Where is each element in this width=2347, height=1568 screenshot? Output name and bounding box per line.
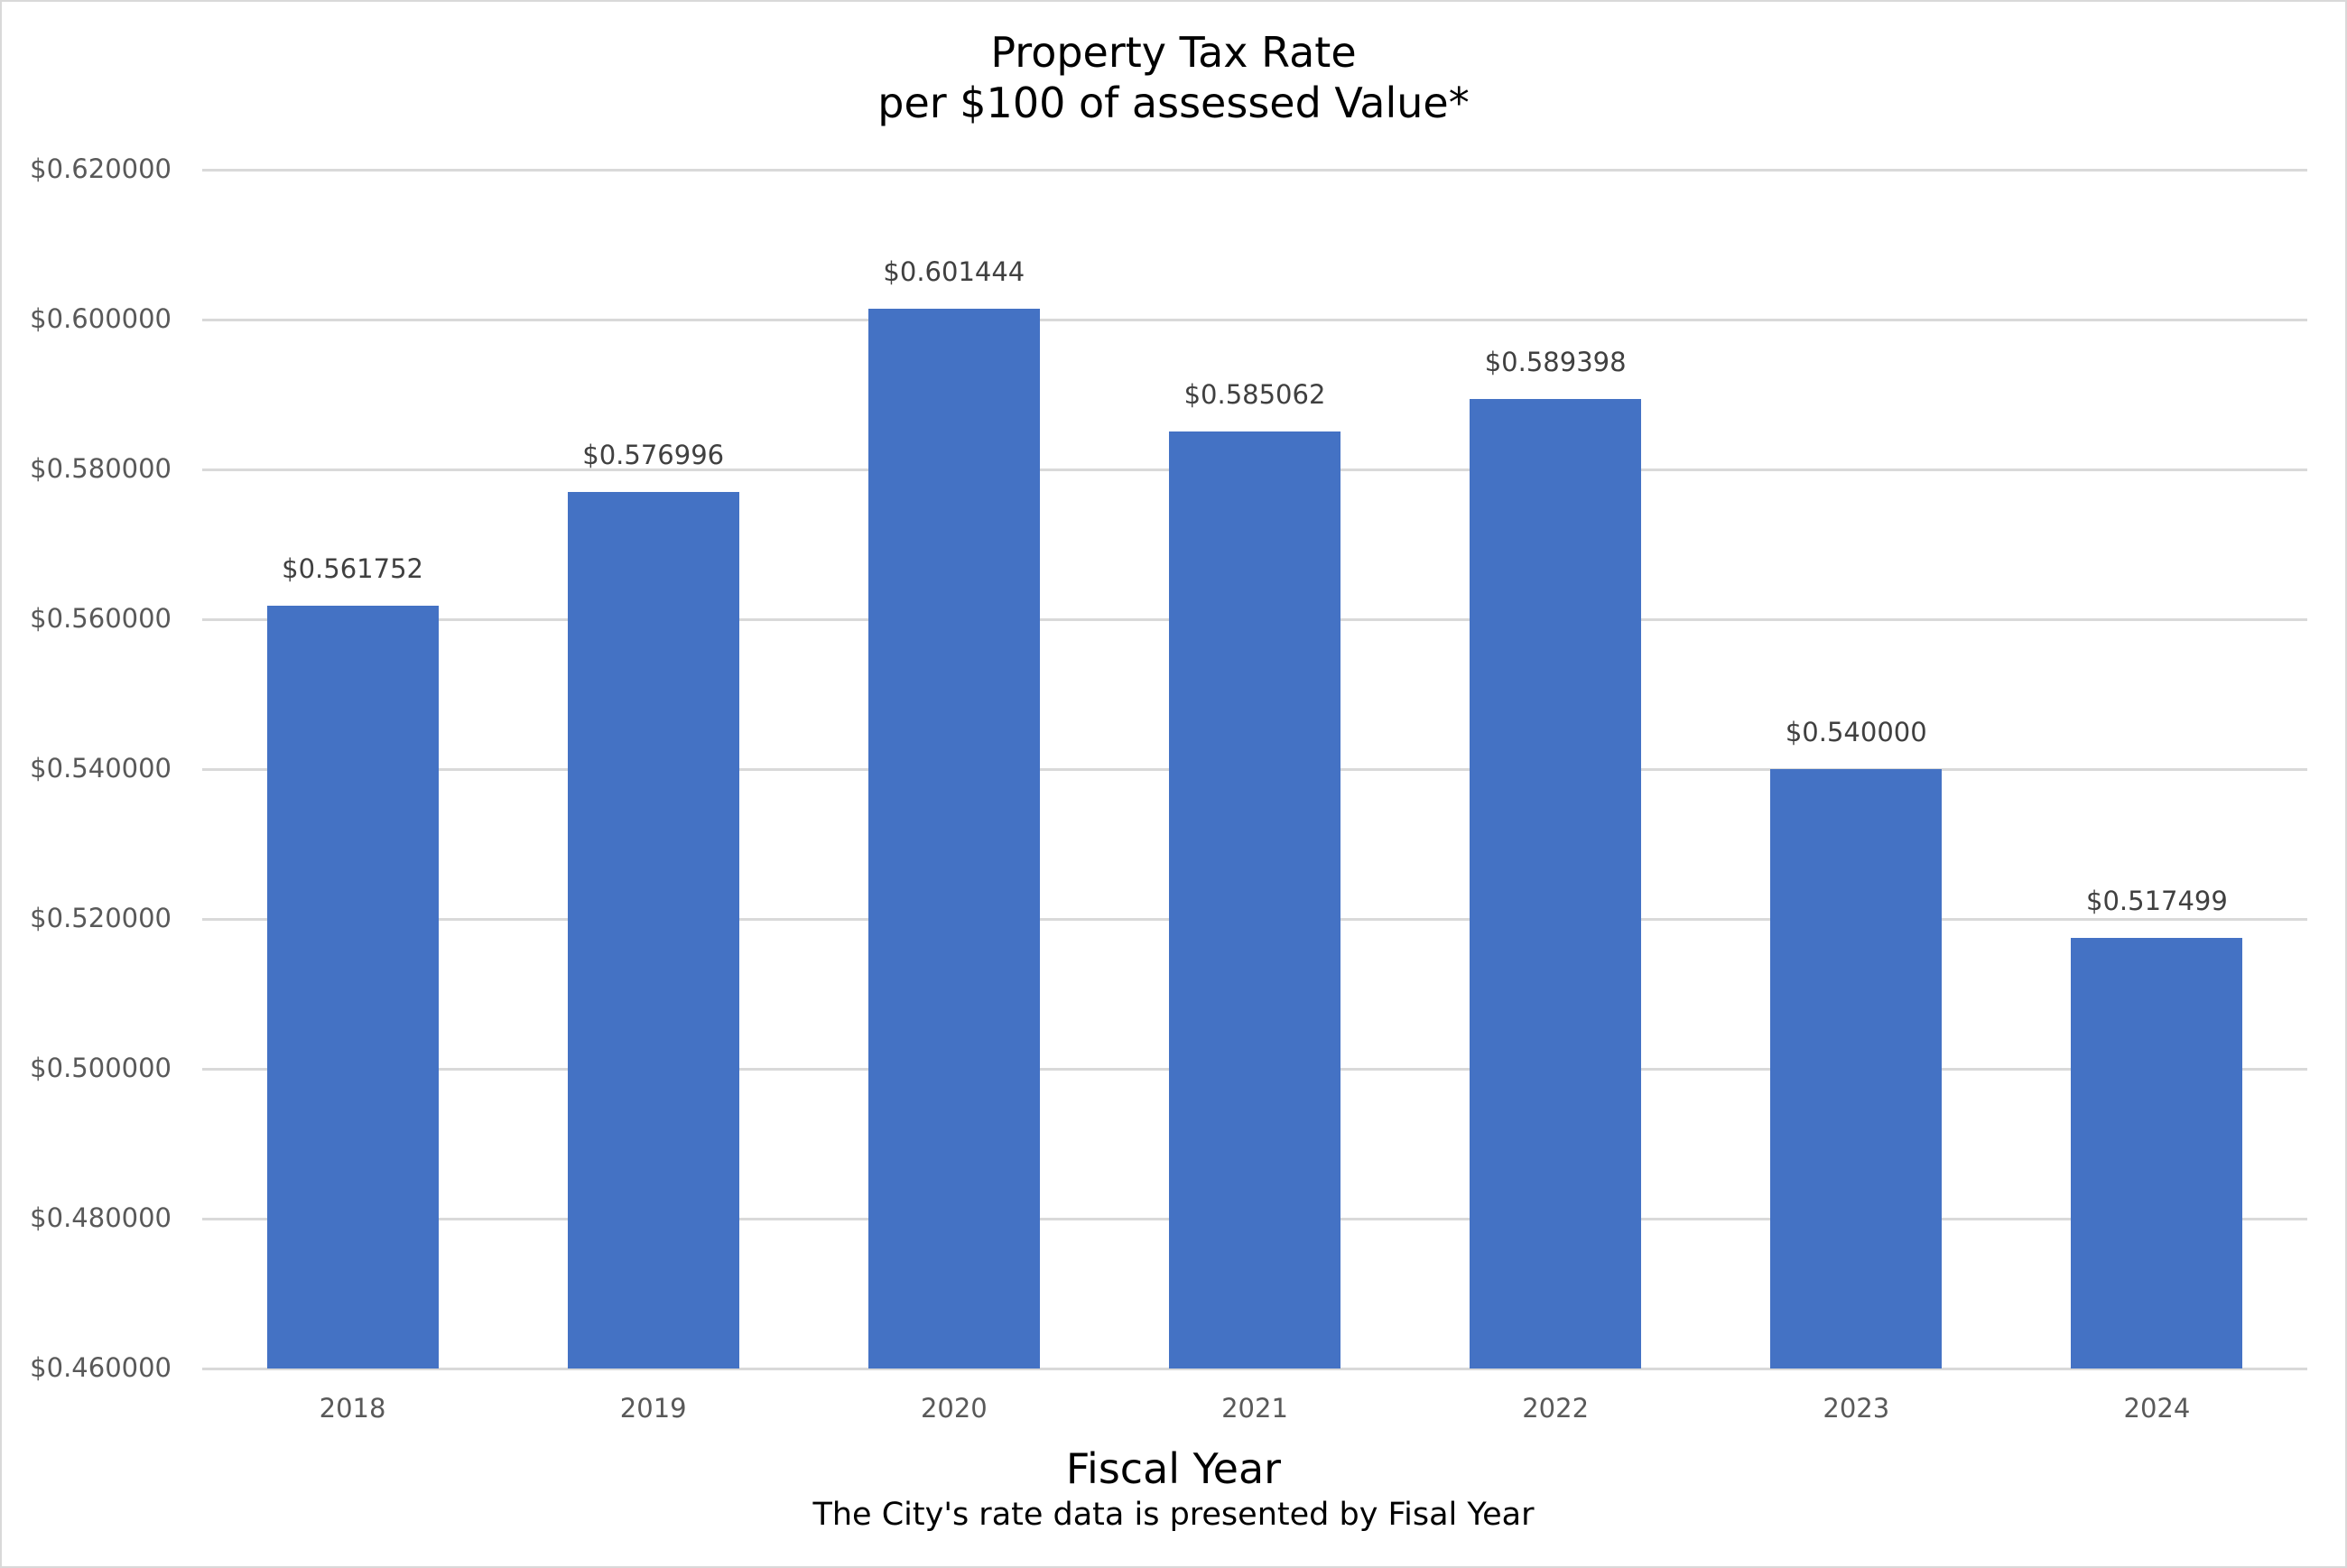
- data-label: $0.517499: [2086, 885, 2228, 916]
- gridline: [202, 169, 2307, 172]
- x-axis-title: Fiscal Year: [1065, 1444, 1282, 1493]
- x-tick-label: 2019: [619, 1393, 687, 1424]
- chart-subtitle-note: The City's rate data is presented by Fis…: [812, 1497, 1535, 1533]
- x-tick-label: 2022: [1522, 1393, 1590, 1424]
- plot-area: $0.561752 $0.576996 $0.601444 $0.585062 $0.5…: [202, 169, 2307, 1370]
- chart-title-line-2: per $100 of assessed Value*: [877, 79, 1470, 127]
- bar-2020: [867, 309, 1040, 1369]
- x-tick-label: 2020: [920, 1393, 988, 1424]
- data-label: $0.585062: [1183, 378, 1326, 410]
- gridline: [202, 319, 2307, 321]
- data-label: $0.576996: [582, 439, 725, 470]
- x-tick-label: 2018: [319, 1393, 386, 1424]
- gridline: [202, 1368, 2307, 1370]
- y-tick-label: $0.560000: [30, 603, 172, 634]
- bar-2024: [2071, 937, 2243, 1369]
- bar-2019: [567, 491, 739, 1369]
- x-tick-label: 2024: [2123, 1393, 2191, 1424]
- bar-2021: [1169, 431, 1340, 1369]
- y-tick-label: $0.460000: [30, 1352, 172, 1383]
- data-label: $0.561752: [282, 553, 423, 585]
- data-label: $0.540000: [1785, 717, 1927, 747]
- chart-title-line-1: Property Tax Rate: [990, 28, 1357, 77]
- y-tick-label: $0.620000: [30, 153, 172, 184]
- y-tick-label: $0.540000: [30, 753, 172, 784]
- data-label: $0.589398: [1484, 346, 1627, 377]
- y-tick-label: $0.500000: [30, 1053, 172, 1083]
- bar-2023: [1770, 769, 1943, 1369]
- y-tick-label: $0.600000: [30, 303, 172, 334]
- y-tick-label: $0.480000: [30, 1202, 172, 1233]
- bar-2018: [266, 606, 439, 1369]
- data-label: $0.601444: [883, 256, 1025, 287]
- x-tick-label: 2021: [1221, 1393, 1288, 1424]
- y-tick-label: $0.580000: [30, 453, 172, 484]
- y-tick-label: $0.520000: [30, 903, 172, 933]
- x-tick-label: 2023: [1823, 1393, 1890, 1424]
- bar-2022: [1470, 398, 1642, 1369]
